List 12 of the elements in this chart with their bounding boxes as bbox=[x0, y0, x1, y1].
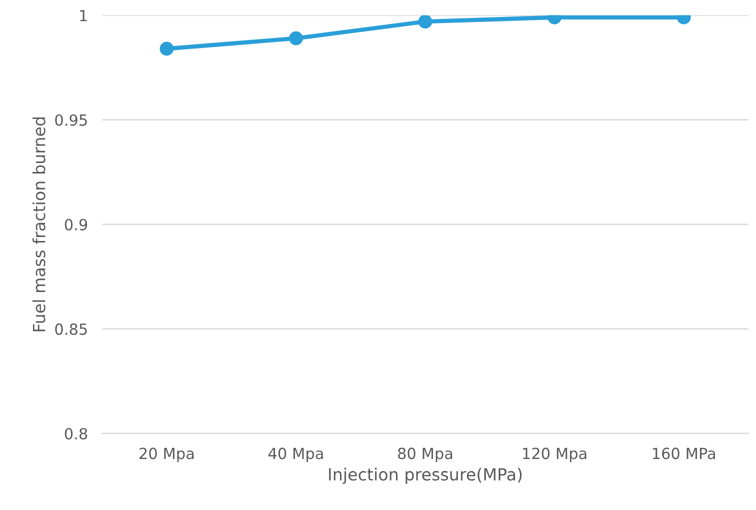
x-tick-label: 120 Mpa bbox=[523, 448, 586, 462]
y-axis-title: Fuel mass fraction burned bbox=[32, 117, 46, 332]
y-tick-label: 1 bbox=[80, 10, 87, 22]
x-tick-label: 20 Mpa bbox=[140, 448, 194, 462]
y-tick-label: 0.95 bbox=[55, 114, 87, 126]
x-tick-label: 80 Mpa bbox=[398, 448, 452, 462]
y-tick-label: 0.85 bbox=[55, 323, 87, 335]
x-tick-label: 160 MPa bbox=[652, 448, 715, 460]
x-tick-label: 40 Mpa bbox=[268, 448, 323, 462]
y-tick-label: 0.9 bbox=[64, 218, 88, 230]
x-axis-title: Injection pressure(MPa) bbox=[329, 468, 522, 484]
y-tick-label: 0.8 bbox=[64, 428, 88, 440]
